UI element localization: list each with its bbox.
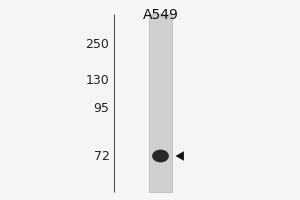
Text: 130: 130 bbox=[86, 74, 110, 88]
Text: A549: A549 bbox=[142, 8, 178, 22]
Text: 95: 95 bbox=[94, 102, 109, 116]
Text: 250: 250 bbox=[85, 38, 109, 50]
Bar bbox=[149, 14, 172, 192]
Ellipse shape bbox=[152, 150, 169, 162]
Text: 72: 72 bbox=[94, 150, 109, 162]
Polygon shape bbox=[176, 151, 184, 161]
